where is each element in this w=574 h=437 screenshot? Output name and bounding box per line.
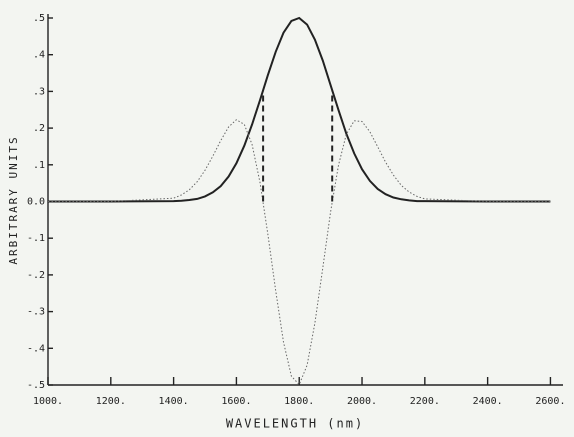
x-tick-label: 1600.: [221, 396, 251, 407]
y-tick-label: -.1: [27, 233, 45, 244]
x-tick-label: 2000.: [347, 396, 377, 407]
y-tick-label: 0.0: [27, 197, 45, 208]
y-tick-label: -.3: [27, 307, 45, 318]
y-tick-label: -.4: [27, 343, 45, 354]
y-axis-label: ARBITRARY UNITS: [7, 135, 20, 264]
y-tick-label: -.2: [27, 270, 45, 281]
y-tick-label: .5: [33, 13, 45, 24]
y-tick-label: .2: [33, 123, 45, 134]
y-tick-label: .3: [33, 86, 45, 97]
x-tick-label: 1000.: [33, 396, 63, 407]
series-line: [48, 16, 551, 203]
y-tick-label: .1: [33, 160, 45, 171]
y-tick-label: .4: [33, 50, 45, 61]
x-tick-label: 2400.: [473, 396, 503, 407]
x-axis-label: WAVELENGTH (nm): [226, 417, 364, 431]
x-tick-label: 2200.: [410, 396, 440, 407]
series-line: [48, 119, 551, 386]
x-tick-label: 1400.: [159, 396, 189, 407]
y-tick-label: -.5: [27, 380, 45, 391]
x-tick-label: 1200.: [96, 396, 126, 407]
x-tick-label: 2600.: [535, 396, 565, 407]
x-tick-label: 1800.: [284, 396, 314, 407]
